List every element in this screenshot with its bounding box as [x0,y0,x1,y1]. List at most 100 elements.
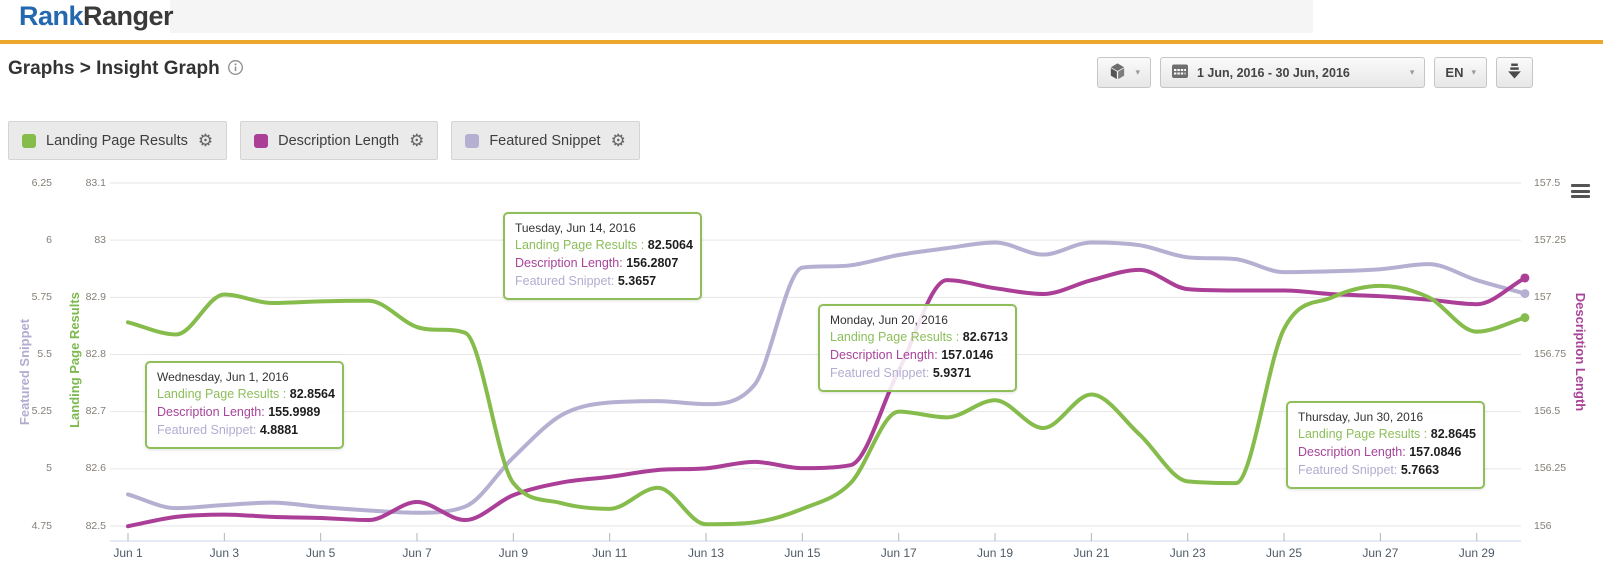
legend: Landing Page Results ⚙ Description Lengt… [8,121,640,160]
series-end-marker-landing-page-results[interactable] [1520,313,1530,323]
tooltip-value-lpr: 82.6713 [962,330,1008,344]
tooltip-label-fs: Featured Snippet: [157,422,257,437]
x-tick-label: Jun 19 [977,546,1014,560]
featured-snippet-tick-label: 5.75 [31,290,52,303]
description-length-swatch [254,133,269,148]
tooltip-label-lpr: Landing Page Results : [1298,427,1428,441]
legend-item-landing-page-results[interactable]: Landing Page Results ⚙ [8,121,228,160]
legend-label: Landing Page Results [46,132,188,149]
featured-snippet-tick-label: 5 [46,462,52,475]
logo-ranger: Ranger [83,1,174,31]
page-title: Graphs > Insight Graph [8,58,220,79]
landing-page-results-tick-label: 82.6 [85,462,106,475]
calendar-icon [1171,63,1189,82]
tooltip-value-lpr: 82.8645 [1430,427,1476,441]
rankranger-logo[interactable]: RankRanger [19,1,174,32]
landing-page-results-tick-label: 82.5 [85,519,106,532]
featured-snippet-tick-label: 5.25 [31,405,52,418]
tooltip-label-dl: Description Length: [515,255,623,270]
tooltip-value-lpr: 82.8564 [289,387,335,401]
language-selector[interactable]: EN ▾ [1434,57,1487,88]
gear-icon[interactable]: ⚙ [409,131,425,150]
legend-label: Description Length [278,132,400,149]
gear-icon[interactable]: ⚙ [610,131,626,150]
x-tick-label: Jun 15 [784,546,821,560]
x-tick-label: Jun 17 [880,546,917,560]
legend-item-featured-snippet[interactable]: Featured Snippet ⚙ [451,121,640,160]
language-value: EN [1445,65,1464,80]
tooltip-date: Monday, Jun 20, 2016 [830,313,948,327]
tooltip-date: Tuesday, Jun 14, 2016 [515,221,636,235]
tooltip-jun-14: Tuesday, Jun 14, 2016 Landing Page Resul… [503,212,702,301]
landing-page-results-swatch [22,133,36,148]
x-tick-label: Jun 7 [402,546,432,560]
x-tick-label: Jun 23 [1169,546,1206,560]
landing-page-results-tick-label: 83.1 [85,176,106,189]
tooltip-date: Thursday, Jun 30, 2016 [1298,410,1424,424]
series-end-marker-featured-snippet[interactable] [1520,289,1530,299]
tooltip-jun-20: Monday, Jun 20, 2016 Landing Page Result… [818,304,1017,393]
description-length-tick-label: 156 [1534,519,1552,532]
chart-menu-icon[interactable] [1571,184,1590,201]
tooltip-jun-1: Wednesday, Jun 1, 2016 Landing Page Resu… [145,361,344,450]
x-tick-label: Jun 25 [1266,546,1303,560]
x-tick-label: Jun 5 [305,546,336,560]
featured-snippet-tick-label: 6.25 [31,176,52,189]
tooltip-label-fs: Featured Snippet: [1298,462,1398,477]
description-length-tick-label: 156.75 [1534,348,1567,360]
landing-page-results-tick-label: 83 [94,233,106,246]
tooltip-jun-30: Thursday, Jun 30, 2016 Landing Page Resu… [1286,401,1485,490]
date-range-value: 1 Jun, 2016 - 30 Jun, 2016 [1197,65,1350,80]
axis-title-featured-snippet: Featured Snippet [17,318,32,426]
x-tick-label: Jun 9 [498,546,529,560]
featured-snippet-tick-label: 4.75 [31,519,52,532]
header-strip [170,0,1313,33]
x-tick-label: Jun 27 [1362,546,1399,560]
tooltip-value-fs: 4.8881 [259,422,299,437]
tooltip-value-fs: 5.7663 [1400,462,1440,477]
chevron-down-icon: ▾ [1135,67,1140,77]
tooltip-label-lpr: Landing Page Results : [830,330,960,344]
series-end-marker-description-length[interactable] [1520,273,1530,283]
tooltip-value-dl: 156.2807 [626,255,679,270]
x-tick-label: Jun 1 [113,546,143,560]
app-header: RankRanger [0,0,1603,44]
modules-button[interactable]: ▾ [1097,57,1151,88]
tooltip-label-dl: Description Length: [157,404,265,419]
gear-icon[interactable]: ⚙ [197,131,214,150]
logo-rank: Rank [19,1,84,31]
download-button[interactable] [1496,57,1533,88]
legend-label: Featured Snippet [489,132,601,149]
cube-icon [1108,62,1127,84]
featured-snippet-tick-label: 6 [46,233,52,246]
legend-item-description-length[interactable]: Description Length ⚙ [240,121,439,160]
chevron-down-icon: ▾ [1409,67,1415,77]
description-length-tick-label: 156.5 [1534,405,1561,418]
chevron-down-icon: ▾ [1471,67,1476,77]
tooltip-value-fs: 5.3657 [617,273,657,288]
landing-page-results-tick-label: 82.7 [85,405,106,418]
description-length-tick-label: 157.5 [1534,176,1561,189]
tooltip-value-fs: 5.9371 [932,365,972,380]
featured-snippet-tick-label: 5.5 [37,348,52,360]
info-icon[interactable] [227,59,244,82]
landing-page-results-tick-label: 82.9 [85,290,106,303]
x-tick-label: Jun 13 [688,546,725,560]
tooltip-label-dl: Description Length: [830,347,938,362]
x-tick-label: Jun 21 [1073,546,1110,560]
toolbar-controls: ▾ 1 Jun, 2016 - 30 Jun, 2016 ▾ EN ▾ [1097,57,1533,88]
tooltip-label-lpr: Landing Page Results : [515,238,645,252]
description-length-tick-label: 157.25 [1534,233,1567,246]
toolbar: Graphs > Insight Graph ▾ 1 Jun, 2016 - 3… [0,44,1603,106]
tooltip-value-dl: 157.0146 [941,347,994,362]
description-length-tick-label: 157 [1534,290,1552,303]
tooltip-date: Wednesday, Jun 1, 2016 [157,370,289,384]
x-tick-label: Jun 11 [592,546,628,560]
x-tick-label: Jun 29 [1458,546,1495,560]
tooltip-label-lpr: Landing Page Results : [157,387,287,401]
breadcrumb: Graphs > Insight Graph [8,58,244,82]
date-range-picker[interactable]: 1 Jun, 2016 - 30 Jun, 2016 ▾ [1160,57,1426,88]
tooltip-label-dl: Description Length: [1298,444,1406,459]
tooltip-value-dl: 155.9989 [268,404,321,419]
